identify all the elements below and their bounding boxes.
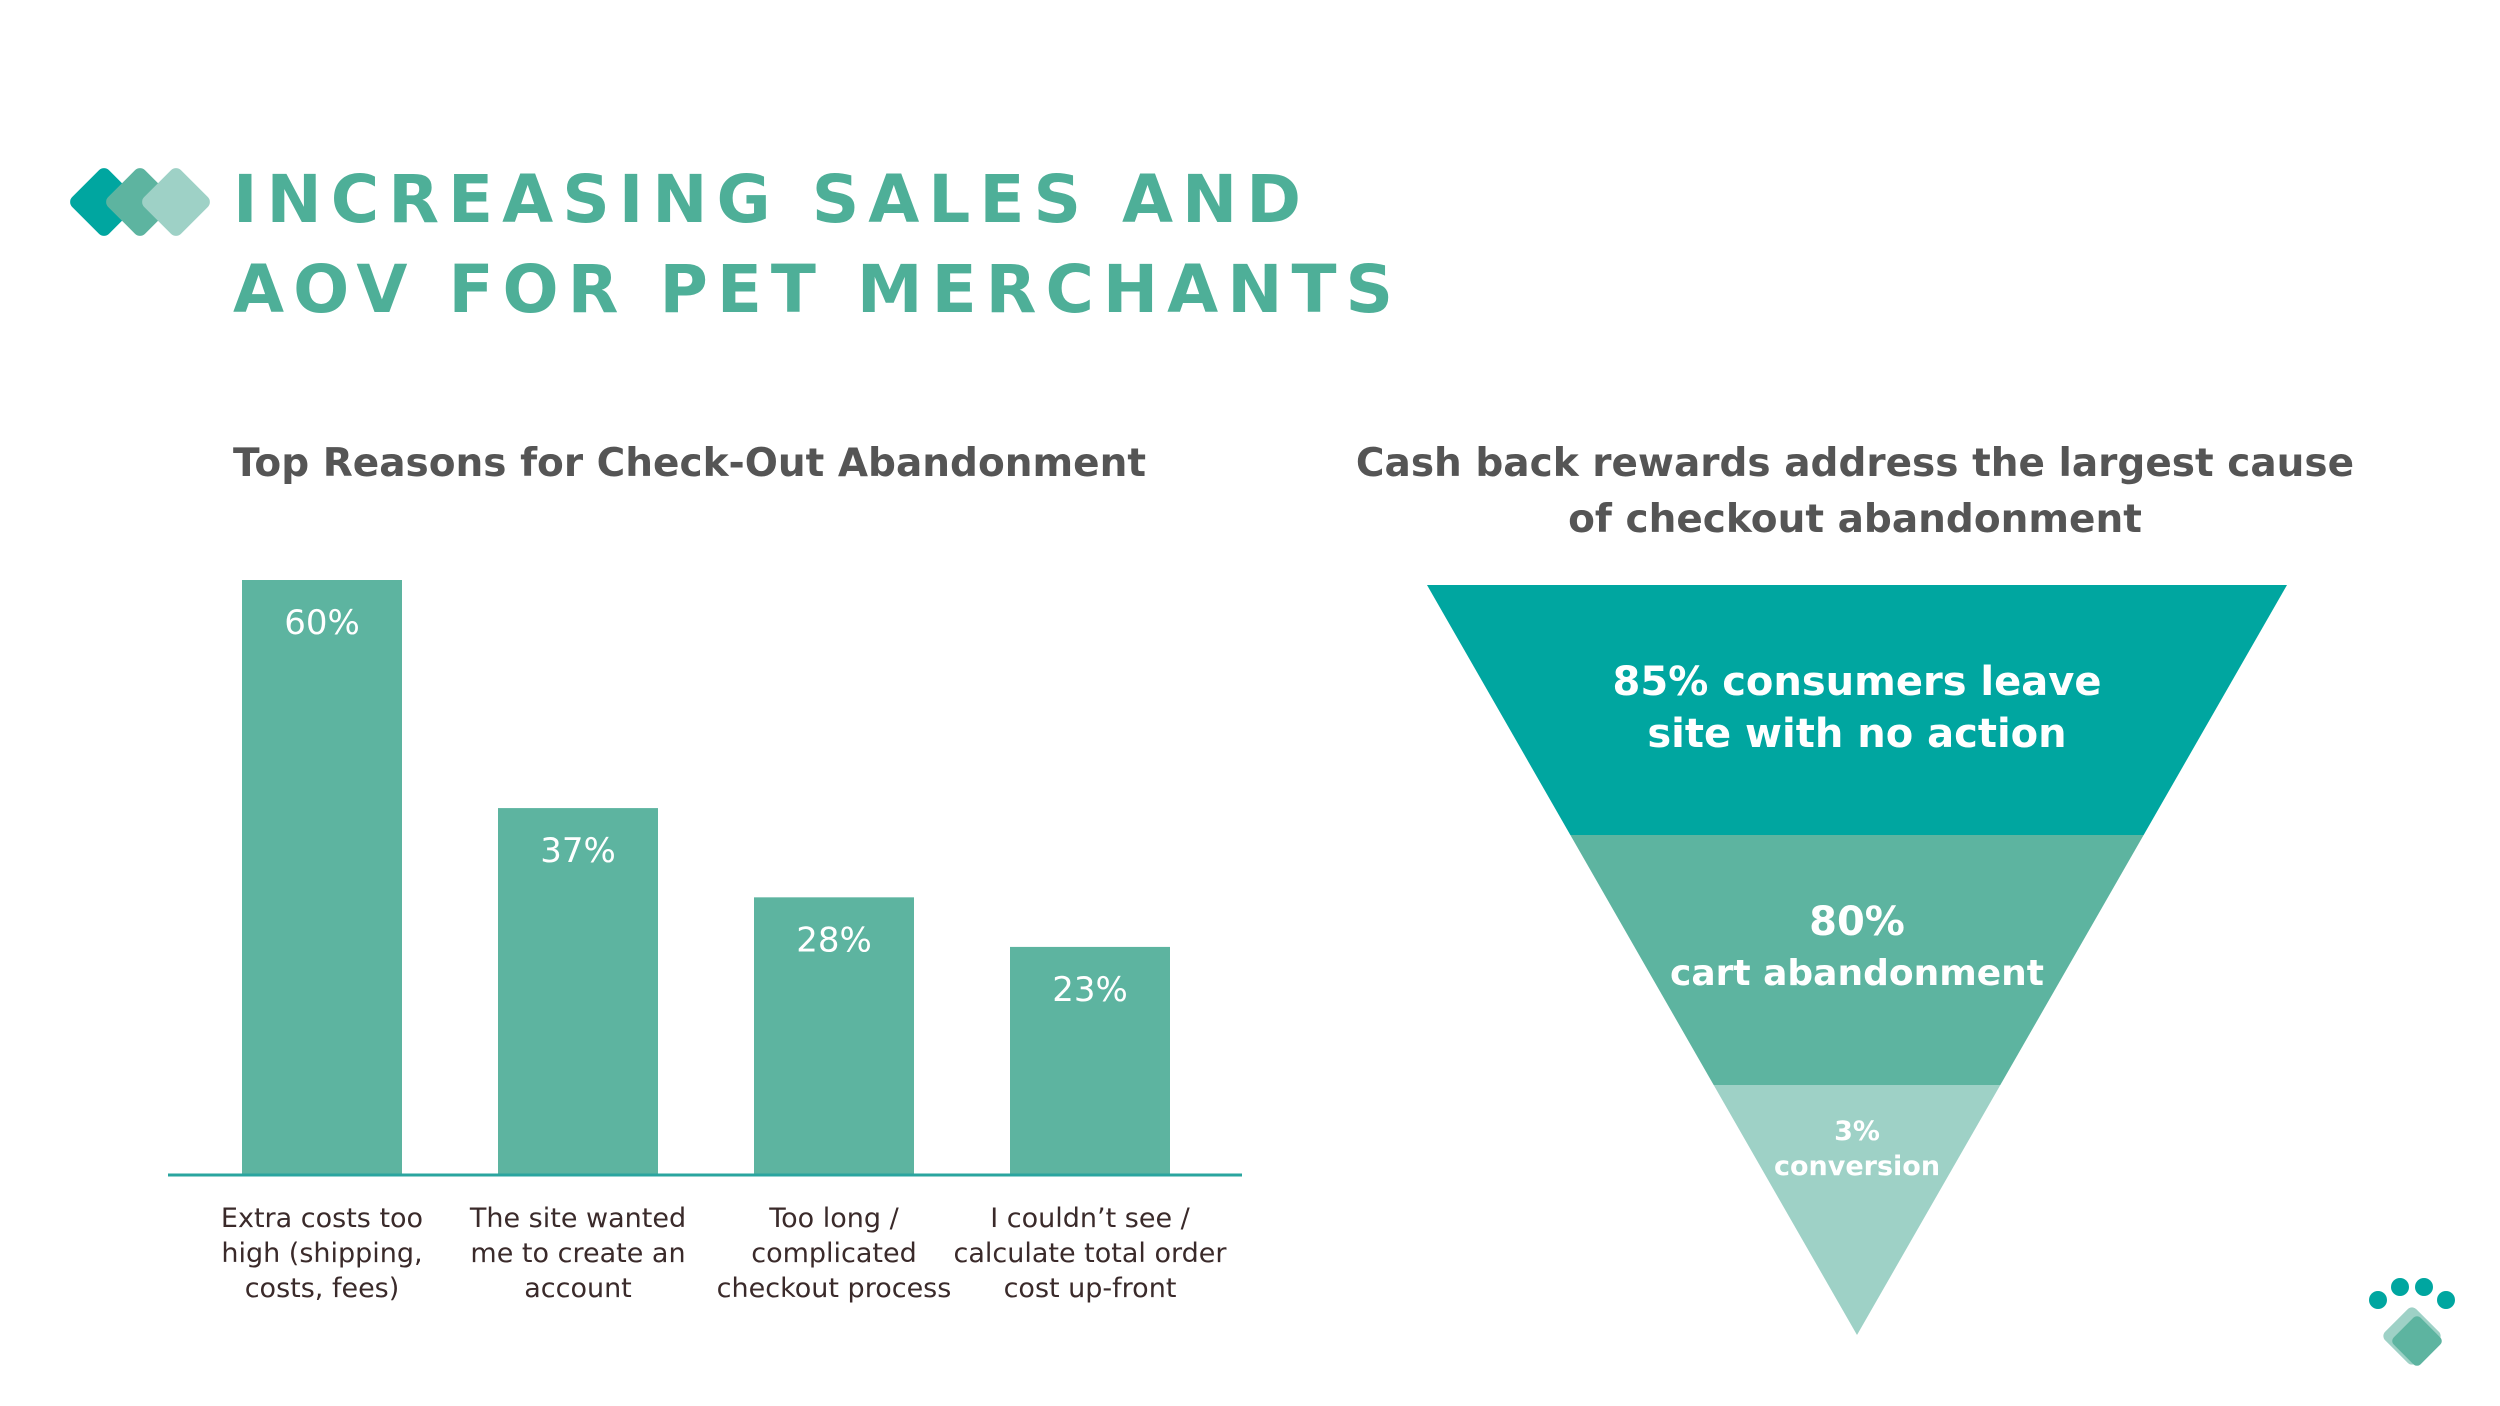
funnel-stage (1713, 1085, 2001, 1335)
bar-value-label: 23% (1052, 970, 1128, 1010)
bar-value-label: 37% (540, 831, 616, 871)
bar-value-label: 28% (796, 920, 872, 960)
bar-category-label: I couldn’t see / calculate total order cos… (954, 1203, 1228, 1304)
bar-chart-title: Top Reasons for Check-Out Abandonment (233, 441, 1147, 486)
paw-toe (2437, 1291, 2455, 1309)
bar (1010, 946, 1170, 1175)
diamond-logo-icon (70, 168, 210, 236)
paw-pad-front (2392, 1316, 2442, 1366)
funnel-stage (1427, 585, 2287, 835)
bar (242, 580, 402, 1175)
funnel-stage-label: 3% conversion (1774, 1116, 1940, 1182)
paw-toe (2391, 1278, 2409, 1296)
checkout-funnel-chart: 85% consumers leave site with no action 80… (1427, 585, 2287, 1335)
paw-toe (2369, 1291, 2387, 1309)
funnel-stage-label: 80% cart abandonment (1670, 899, 2044, 994)
paw-diamond-icon (2369, 1278, 2455, 1366)
funnel-stage (1570, 835, 2144, 1085)
page-title-line-1: INCREASING SALES AND (233, 161, 1311, 238)
bar-category-label: Too long / complicated checkout process (717, 1203, 952, 1304)
bar-category-label: Extra costs too high (shipping, costs, fee… (221, 1203, 423, 1304)
logo-diamond-light (142, 168, 210, 236)
funnel-stage-label: 85% consumers leave site with no action (1613, 659, 2102, 757)
bar (498, 808, 658, 1175)
bar-category-label: The site wanted me to create an account (469, 1203, 686, 1304)
paw-toe (2415, 1278, 2433, 1296)
abandonment-bar-chart: 60% Extra costs too high (shipping, costs, … (168, 580, 1242, 1304)
funnel-chart-title: Cash back rewards address the largest ca… (1355, 441, 2355, 542)
bar-value-label: 60% (284, 603, 360, 643)
page-title-line-2: AOV FOR PET MERCHANTS (233, 251, 1403, 328)
bar (754, 897, 914, 1175)
